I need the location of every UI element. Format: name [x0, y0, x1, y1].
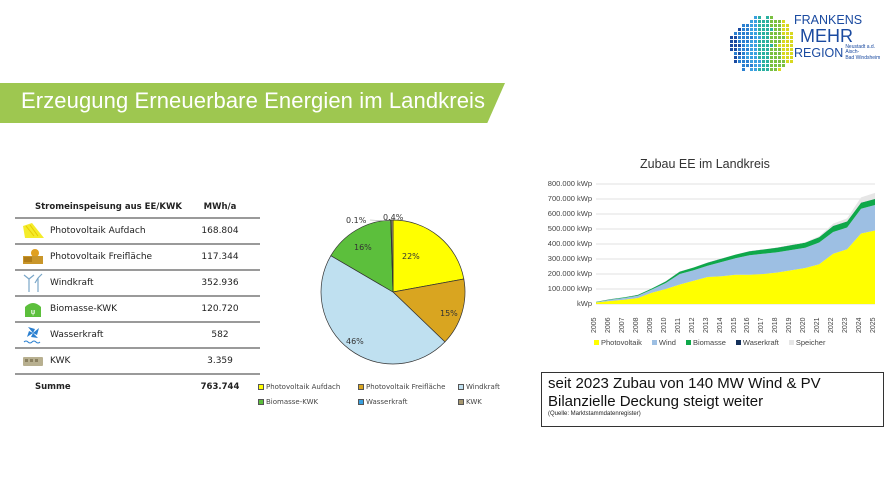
logo-line2: MEHR: [800, 25, 853, 46]
legend-item: Photovoltaik Aufdach: [258, 383, 358, 391]
solar-roof-icon: [15, 222, 50, 240]
x-tick-label: 2018: [772, 317, 780, 333]
pie-label: 46%: [346, 337, 364, 346]
biomass-icon: ψ: [15, 300, 50, 318]
x-tick-label: 2005: [591, 317, 598, 333]
x-tick-label: 2025: [870, 317, 877, 333]
y-tick-label: 300.000 kWp: [547, 254, 592, 263]
page-title: Erzeugung Erneuerbare Energien im Landkr…: [21, 88, 486, 113]
title-banner: [0, 83, 505, 123]
pie-label: 16%: [354, 243, 372, 252]
y-tick-label: 400.000 kWp: [547, 239, 592, 248]
y-tick-label: 200.000 kWp: [547, 269, 592, 278]
x-tick-label: 2006: [604, 317, 612, 333]
x-tick-label: 2014: [716, 317, 724, 333]
svg-text:ψ: ψ: [30, 308, 35, 316]
area-series: [596, 205, 875, 303]
header-unit: MWh/a: [203, 201, 237, 212]
y-tick-label: 100.000 kWp: [547, 284, 592, 293]
logo-line3: REGION: [794, 45, 844, 60]
x-tick-label: 2023: [842, 317, 850, 333]
wind-turbine-icon: [15, 273, 50, 293]
pie-label: 15%: [440, 309, 458, 318]
logo: FRANKENS MEHR REGION Neustadt a.d. Aisch…: [728, 12, 888, 72]
y-tick-label: 800.000 kWp: [547, 179, 592, 188]
legend-item: Biomasse-KWK: [258, 398, 358, 406]
pie-slice: [320, 255, 446, 365]
x-tick-label: 2009: [646, 317, 654, 333]
table-row: Windkraft 352.936: [15, 271, 260, 297]
pie-chart: [320, 219, 466, 365]
chp-unit-icon: [15, 354, 50, 368]
area-series: [596, 230, 875, 304]
pie-label: 22%: [402, 252, 420, 261]
x-tick-label: 2013: [702, 317, 710, 333]
area-legend: Photovoltaik Wind Biomasse Waserkraft Sp…: [594, 338, 825, 347]
x-tick-label: 2012: [688, 317, 696, 333]
area-chart-title: Zubau EE im Landkreis: [640, 157, 770, 171]
table-row: Wasserkraft 582: [15, 323, 260, 349]
legend-item: Wasserkraft: [358, 398, 458, 406]
x-tick-label: 2017: [758, 317, 766, 333]
x-tick-label: 2016: [744, 317, 752, 333]
note-line2: Bilanzielle Deckung steigt weiter: [548, 393, 764, 410]
legend-item: Windkraft: [458, 383, 523, 391]
solar-field-icon: [15, 248, 50, 266]
pie-slice: [392, 278, 466, 343]
y-tick-label: 500.000 kWp: [547, 224, 592, 233]
x-tick-label: 2019: [786, 317, 794, 333]
table-header: Stromeinspeisung aus EE/KWK MWh/a: [15, 196, 260, 219]
legend-item: Wind: [651, 338, 676, 347]
pie-slice: [390, 219, 394, 293]
energy-table: Stromeinspeisung aus EE/KWK MWh/a Photov…: [15, 196, 260, 399]
note-line1: seit 2023 Zubau von 140 MW Wind & PV: [548, 375, 821, 392]
x-tick-label: 2020: [800, 317, 808, 333]
legend-item: Photovoltaik: [594, 338, 642, 347]
x-tick-label: 2007: [618, 317, 626, 333]
pie-label: 0.4%: [383, 213, 404, 222]
table-row: KWK 3.359: [15, 349, 260, 375]
hydro-turbine-icon: [15, 325, 50, 345]
x-tick-label: 2008: [632, 317, 640, 333]
y-tick-label: 600.000 kWp: [547, 209, 592, 218]
x-tick-label: 2010: [660, 317, 668, 333]
legend-item: Biomasse: [685, 338, 726, 347]
x-tick-label: 2022: [828, 317, 836, 333]
note-box: seit 2023 Zubau von 140 MW Wind & PV Bil…: [541, 372, 884, 427]
logo-sub1: Neustadt a.d. Aisch-: [845, 43, 876, 55]
table-sum-row: Summe 763.744: [35, 382, 240, 392]
y-tick-label: kWp: [577, 299, 592, 308]
area-chart: [596, 183, 875, 305]
x-tick-label: 2024: [856, 317, 864, 333]
pixel-map-icon: [730, 16, 793, 71]
table-row: Photovoltaik Freifläche 117.344: [15, 245, 260, 271]
y-tick-label: 700.000 kWp: [547, 194, 592, 203]
header-label: Stromeinspeisung aus EE/KWK: [35, 201, 182, 212]
table-row: Photovoltaik Aufdach 168.804: [15, 219, 260, 245]
x-tick-label: 2015: [730, 317, 738, 333]
note-source: (Quelle: Marktstammdatenregister): [548, 411, 641, 417]
x-tick-label: 2011: [674, 317, 682, 333]
logo-sub2: Bad Windsheim: [845, 54, 881, 61]
pie-slice: [392, 219, 465, 293]
legend-item: Speicher: [788, 338, 825, 347]
logo-line1: FRANKENS: [794, 13, 863, 27]
x-tick-label: 2021: [814, 317, 822, 333]
pie-legend: Photovoltaik Aufdach Photovoltaik Freifl…: [258, 383, 523, 406]
pie-label: 0.1%: [346, 216, 367, 225]
legend-item: Waserkraft: [735, 338, 779, 347]
legend-item: Photovoltaik Freifläche: [358, 383, 458, 391]
legend-item: KWK: [458, 398, 523, 406]
table-row: ψ Biomasse-KWK 120.720: [15, 297, 260, 323]
pie-slice: [330, 219, 394, 293]
